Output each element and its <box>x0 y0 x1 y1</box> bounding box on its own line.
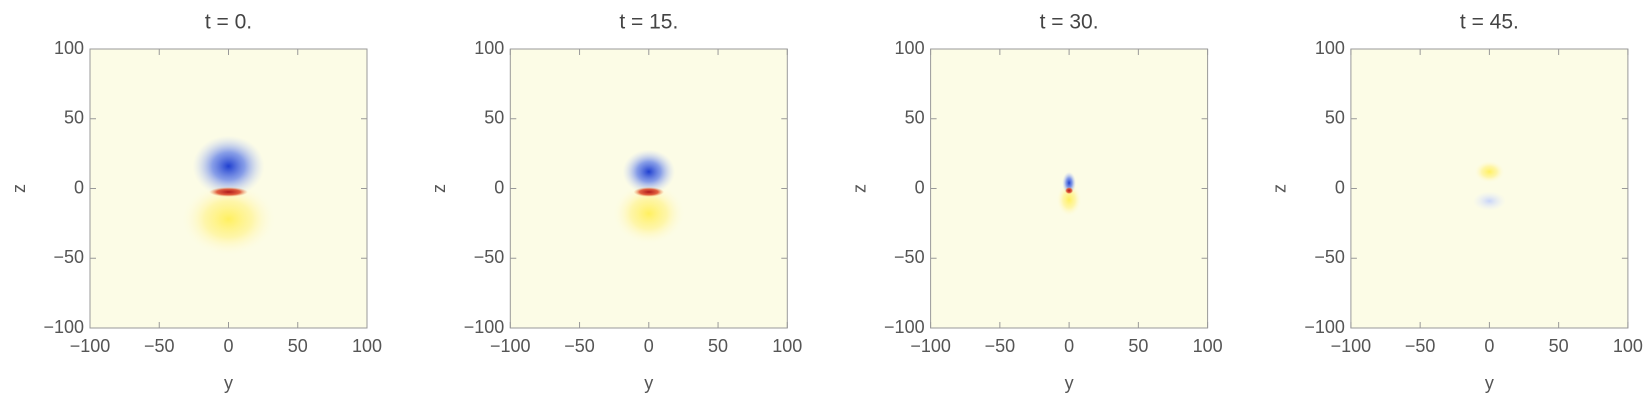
panel: t = 0. y z −100 −50 0 50 100 −100 −50 0 50 100 <box>9 11 382 393</box>
x-tick-label: 100 <box>772 336 802 356</box>
field-blob <box>181 182 276 256</box>
field <box>1472 160 1507 211</box>
x-axis-label: y <box>1065 373 1074 393</box>
y-tick-label: 0 <box>494 177 504 197</box>
y-tick-label: 50 <box>1325 108 1345 128</box>
x-tick-label: 50 <box>708 336 728 356</box>
x-tick-label: 100 <box>1193 336 1223 356</box>
x-axis-label: y <box>644 373 653 393</box>
y-tick-label: 50 <box>64 108 84 128</box>
plot-background <box>1350 49 1628 328</box>
y-tick-label: −100 <box>464 317 505 337</box>
panel-title: t = 15. <box>619 11 678 34</box>
y-tick-label: −100 <box>1304 317 1345 337</box>
field-blob <box>1474 160 1505 183</box>
field-blob <box>633 187 665 197</box>
field <box>612 149 685 245</box>
field-blob <box>622 149 676 195</box>
panel: t = 30. y z −100 −50 0 50 100 −100 −50 0 50 100 <box>849 11 1222 393</box>
x-tick-label: 100 <box>1613 336 1643 356</box>
x-tick-label: 100 <box>352 336 382 356</box>
x-axis-label: y <box>224 373 233 393</box>
panel: t = 45. y z −100 −50 0 50 100 −100 −50 0 50 100 <box>1270 11 1643 393</box>
y-tick-label: 50 <box>484 108 504 128</box>
field-blob <box>1064 187 1074 195</box>
field <box>1056 171 1082 217</box>
panel-title: t = 0. <box>205 11 252 34</box>
y-tick-label: 100 <box>474 38 504 58</box>
field <box>181 135 276 256</box>
x-tick-label: 0 <box>223 336 233 356</box>
x-tick-label: −50 <box>1405 336 1436 356</box>
y-tick-label: 50 <box>905 108 925 128</box>
field-blob <box>1472 191 1507 211</box>
x-tick-label: 50 <box>1128 336 1148 356</box>
x-tick-label: 0 <box>644 336 654 356</box>
x-tick-label: −50 <box>144 336 175 356</box>
y-tick-label: 0 <box>1335 177 1345 197</box>
y-tick-label: 100 <box>1315 38 1345 58</box>
y-tick-label: −50 <box>474 247 505 267</box>
x-tick-label: 50 <box>1549 336 1569 356</box>
x-tick-label: −100 <box>70 336 111 356</box>
x-tick-label: −50 <box>985 336 1016 356</box>
y-tick-label: −50 <box>1314 247 1345 267</box>
field-blob <box>1062 171 1077 195</box>
x-tick-label: −100 <box>1331 336 1372 356</box>
y-axis-label: z <box>849 184 869 193</box>
x-axis-label: y <box>1485 373 1494 393</box>
y-tick-label: −50 <box>894 247 925 267</box>
y-tick-label: 100 <box>54 38 84 58</box>
field-blob <box>209 187 248 197</box>
panel: t = 15. y z −100 −50 0 50 100 −100 −50 0 50 100 <box>429 11 802 393</box>
field-blob <box>1056 182 1082 217</box>
y-tick-label: −100 <box>884 317 925 337</box>
y-axis-label: z <box>9 184 29 193</box>
field-blob <box>612 182 685 245</box>
x-tick-label: −100 <box>490 336 531 356</box>
x-tick-label: 0 <box>1064 336 1074 356</box>
panel-title: t = 45. <box>1460 11 1519 34</box>
x-tick-label: 50 <box>288 336 308 356</box>
field-blob <box>192 135 265 197</box>
y-tick-label: 0 <box>74 177 84 197</box>
y-tick-label: −50 <box>53 247 84 267</box>
y-axis-label: z <box>1270 184 1290 193</box>
x-tick-label: 0 <box>1484 336 1494 356</box>
y-tick-label: 0 <box>915 177 925 197</box>
panel-title: t = 30. <box>1040 11 1099 34</box>
x-tick-label: −100 <box>910 336 951 356</box>
x-tick-label: −50 <box>564 336 595 356</box>
y-tick-label: 100 <box>895 38 925 58</box>
y-tick-label: −100 <box>43 317 84 337</box>
y-axis-label: z <box>429 184 449 193</box>
